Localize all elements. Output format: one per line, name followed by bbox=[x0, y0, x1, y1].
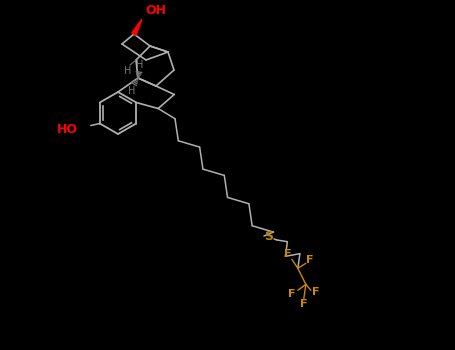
Text: OH: OH bbox=[145, 4, 166, 17]
Text: HO: HO bbox=[57, 123, 78, 136]
Text: F: F bbox=[284, 249, 292, 259]
Text: H: H bbox=[136, 60, 144, 70]
Text: H: H bbox=[124, 66, 131, 76]
Text: S: S bbox=[264, 230, 273, 243]
Text: F: F bbox=[312, 287, 319, 298]
Text: F: F bbox=[288, 289, 296, 299]
Polygon shape bbox=[132, 19, 142, 35]
Text: F: F bbox=[306, 256, 313, 265]
Text: H: H bbox=[128, 86, 136, 96]
Text: F: F bbox=[300, 299, 308, 309]
